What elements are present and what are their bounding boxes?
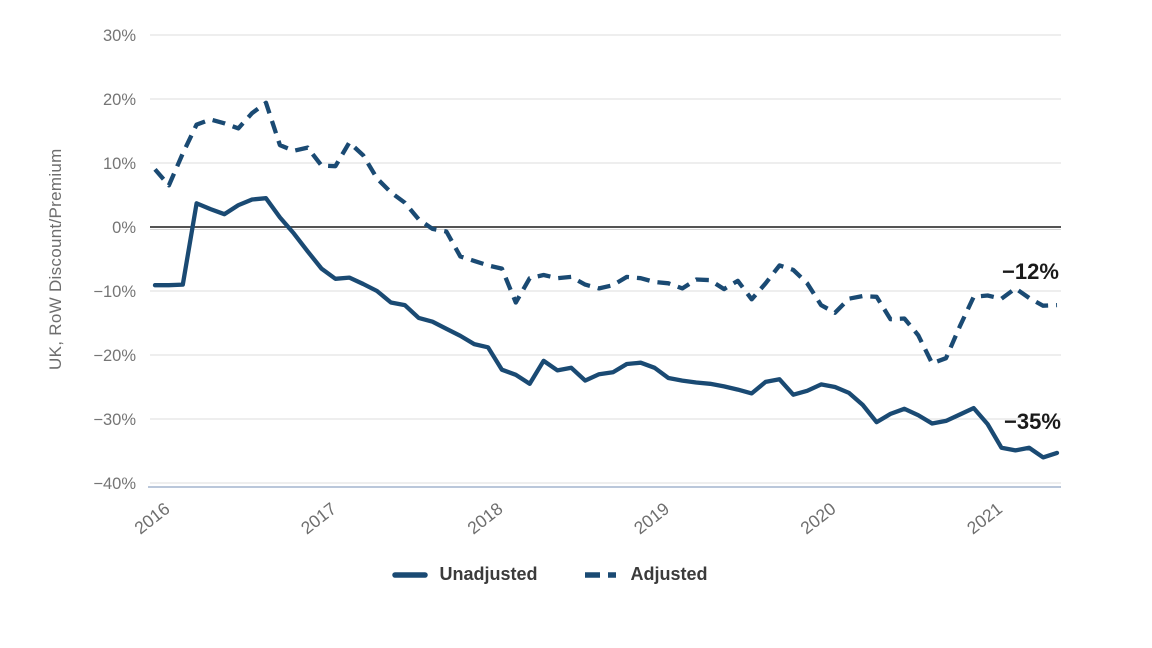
annotation-adjusted: −12% [1002, 259, 1059, 285]
x-tick-label: 2020 [797, 498, 840, 538]
legend-item-adjusted: Adjusted [584, 564, 708, 585]
x-tick-label: 2017 [297, 498, 340, 538]
y-tick-label: 10% [103, 155, 136, 173]
legend-item-unadjusted: Unadjusted [392, 564, 538, 585]
legend: Unadjusted Adjusted [0, 564, 1100, 585]
adjusted-line-swatch [584, 571, 620, 578]
unadjusted-line [152, 196, 1060, 460]
y-tick-label: 30% [103, 27, 136, 45]
legend-label-unadjusted: Unadjusted [439, 564, 538, 584]
x-tick-label: 2019 [630, 498, 673, 538]
y-tick-label: −40% [93, 475, 136, 493]
y-tick-label: −10% [93, 283, 136, 301]
legend-label-adjusted: Adjusted [630, 564, 708, 584]
y-tick-label: 0% [112, 219, 136, 237]
unadjusted-line-swatch [392, 571, 429, 578]
annotation-unadjusted: −35% [1004, 408, 1061, 434]
y-tick-label: 20% [103, 91, 136, 109]
x-tick-label: 2016 [130, 498, 173, 538]
x-tick-label: 2018 [464, 498, 507, 538]
y-tick-label: −20% [93, 347, 136, 365]
adjusted-line [153, 100, 1058, 366]
y-tick-label: −30% [93, 411, 136, 429]
x-tick-label: 2021 [963, 498, 1006, 538]
